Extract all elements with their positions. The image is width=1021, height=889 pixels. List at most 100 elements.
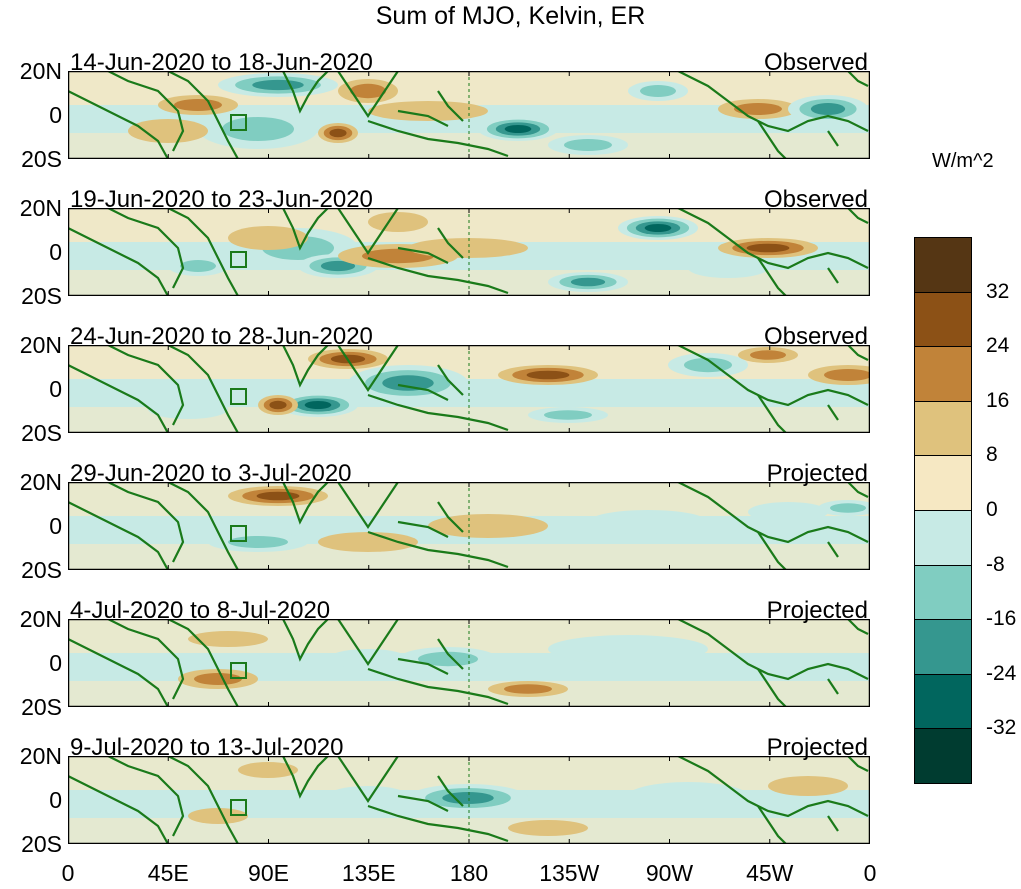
coastline bbox=[337, 208, 399, 255]
negative-anomaly bbox=[628, 782, 748, 810]
anomaly-map bbox=[68, 345, 870, 433]
coastline bbox=[757, 531, 839, 570]
latitude-label: 20S bbox=[21, 283, 62, 309]
positive-anomaly bbox=[504, 684, 552, 694]
latitude-label: 0 bbox=[49, 239, 62, 265]
coastline bbox=[68, 71, 185, 159]
colorbar-label: -8 bbox=[986, 552, 1005, 576]
panel-date-range: 14-Jun-2020 to 18-Jun-2020 bbox=[70, 49, 373, 76]
latitude-label: 20S bbox=[21, 694, 62, 720]
colorbar-label: -16 bbox=[986, 607, 1017, 631]
negative-anomaly bbox=[222, 117, 294, 141]
positive-band bbox=[68, 619, 870, 653]
positive-anomaly bbox=[824, 369, 870, 381]
panel-date-range: 24-Jun-2020 to 28-Jun-2020 bbox=[70, 323, 373, 350]
negative-anomaly bbox=[382, 375, 434, 391]
positive-anomaly bbox=[228, 226, 308, 250]
panel-frame bbox=[68, 482, 870, 570]
anomaly-map bbox=[68, 619, 870, 707]
panel-frame bbox=[68, 208, 870, 296]
map-panel: 29-Jun-2020 to 3-Jul-2020 Projected bbox=[68, 462, 870, 570]
coastline bbox=[677, 208, 869, 270]
map-panel: 4-Jul-2020 to 8-Jul-2020 Projected bbox=[68, 599, 870, 707]
negative-anomaly bbox=[810, 103, 846, 115]
colorbar-swatch bbox=[914, 237, 972, 293]
coastline bbox=[367, 393, 509, 432]
longitude-label: 0 bbox=[863, 860, 877, 886]
positive-anomaly bbox=[368, 212, 428, 232]
positive-anomaly bbox=[526, 370, 570, 380]
coastline bbox=[367, 119, 509, 158]
coastline bbox=[847, 619, 869, 635]
latitude-label: 20N bbox=[19, 332, 62, 358]
panel-frame bbox=[68, 756, 870, 844]
colorbar-label: -24 bbox=[986, 661, 1017, 685]
coastline bbox=[68, 345, 185, 433]
coastline bbox=[397, 227, 464, 264]
colorbar-swatch bbox=[914, 455, 972, 511]
longitude-label: 45W bbox=[746, 860, 794, 886]
positive-anomaly bbox=[428, 514, 548, 538]
coastline bbox=[757, 668, 839, 707]
negative-anomaly bbox=[418, 651, 478, 667]
region-box bbox=[230, 114, 247, 131]
coastline bbox=[757, 805, 839, 844]
positive-anomaly bbox=[269, 400, 287, 410]
panel-status: Observed bbox=[763, 186, 868, 213]
positive-band bbox=[68, 208, 870, 242]
colorbar-swatch bbox=[914, 346, 972, 402]
panel-frame bbox=[68, 71, 870, 159]
coastline bbox=[282, 756, 329, 799]
coastline bbox=[757, 394, 839, 433]
colorbar-label: 0 bbox=[986, 498, 998, 521]
panel-frame bbox=[68, 619, 870, 707]
colorbar bbox=[914, 237, 972, 784]
coastline bbox=[677, 482, 869, 544]
coastline bbox=[847, 345, 869, 361]
positive-anomaly bbox=[750, 350, 786, 360]
coastline bbox=[757, 120, 839, 159]
colorbar-label: 24 bbox=[986, 334, 1010, 358]
coastline bbox=[282, 71, 329, 114]
negative-anomaly bbox=[148, 399, 228, 419]
negative-anomaly bbox=[570, 277, 606, 287]
coastline bbox=[282, 619, 329, 662]
negative-anomaly bbox=[748, 502, 828, 522]
latitude-label: 20S bbox=[21, 146, 62, 172]
positive-anomaly bbox=[408, 238, 528, 258]
longitude-label: 45E bbox=[147, 860, 189, 886]
longitude-label: 135W bbox=[539, 860, 600, 886]
coastline bbox=[847, 71, 869, 87]
coastline bbox=[677, 345, 869, 407]
panel-status: Observed bbox=[763, 49, 868, 76]
map-panel: 24-Jun-2020 to 28-Jun-2020 Observed bbox=[68, 325, 870, 433]
negative-anomaly bbox=[328, 649, 408, 669]
panel-frame bbox=[68, 345, 870, 433]
latitude-label: 20S bbox=[21, 420, 62, 446]
longitude-label: 90W bbox=[645, 860, 694, 886]
negative-anomaly bbox=[644, 224, 672, 232]
latitude-label: 20S bbox=[21, 557, 62, 583]
coastline bbox=[167, 71, 239, 159]
latitude-label: 20N bbox=[19, 469, 62, 495]
coastline bbox=[167, 482, 239, 570]
positive-anomaly bbox=[768, 776, 848, 796]
panel-status: Projected bbox=[766, 734, 868, 761]
longitude-label: 90E bbox=[248, 860, 289, 886]
colorbar-label: 32 bbox=[986, 279, 1010, 303]
coastline bbox=[337, 345, 399, 392]
region-box bbox=[230, 388, 247, 405]
latitude-label: 20S bbox=[21, 831, 62, 857]
negative-anomaly bbox=[148, 518, 228, 542]
coastline bbox=[167, 619, 239, 707]
latitude-label: 20N bbox=[19, 195, 62, 221]
coastline bbox=[367, 256, 509, 295]
coastline bbox=[68, 208, 185, 296]
colorbar-swatch bbox=[914, 673, 972, 730]
positive-anomaly bbox=[256, 491, 300, 501]
negative-anomaly bbox=[544, 410, 592, 420]
positive-anomaly bbox=[746, 243, 790, 253]
coastline bbox=[757, 257, 839, 296]
map-panel: 19-Jun-2020 to 23-Jun-2020 Observed bbox=[68, 188, 870, 296]
anomaly-map bbox=[68, 756, 870, 844]
